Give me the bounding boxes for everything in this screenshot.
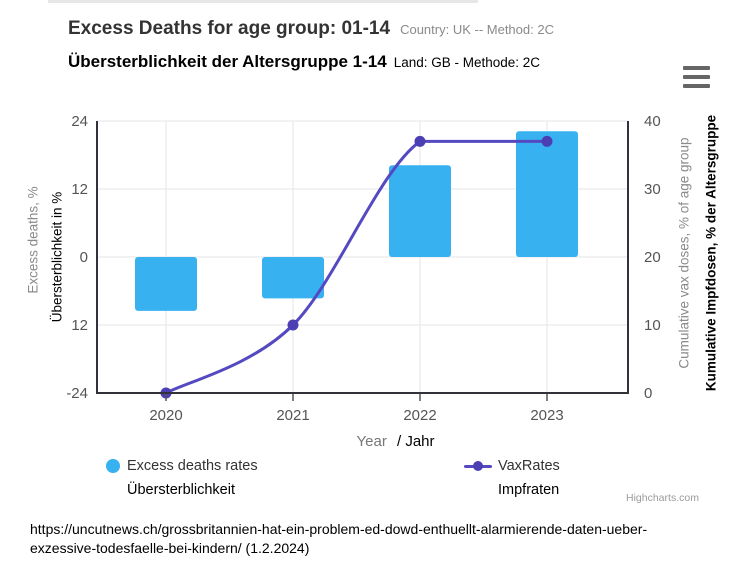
hamburger-icon[interactable] (683, 66, 710, 88)
excess-deaths-bar-2021[interactable] (262, 257, 324, 299)
chart-title: Excess Deaths for age group: 01-14 (68, 18, 391, 39)
top-crop-artifact (48, 0, 478, 3)
yaxis-right-tick-label: 0 (644, 385, 652, 402)
legend-label-vaxrates-de: Impfraten (498, 482, 560, 498)
source-url-line2: exzessive-todesfaelle-bei-kindern/ (1.2.… (30, 540, 310, 556)
chart-title-line: Excess Deaths for age group: 01-14 Countr… (68, 18, 554, 40)
legend-item-excess-deaths[interactable]: Excess deaths rates Übersterblichkeit (106, 457, 258, 498)
legend-label-excess: Excess deaths rates (127, 458, 258, 474)
yaxis-right-tick-label: 30 (644, 181, 661, 198)
xaxis-category-label: 2021 (276, 407, 309, 424)
excess-deaths-bar-2023[interactable] (516, 131, 578, 257)
yaxis-left-tick-label: 24 (71, 113, 88, 130)
legend-label-vaxrates: VaxRates (498, 458, 560, 474)
vaxrates-marker-2023[interactable] (541, 135, 553, 147)
vaxrates-line[interactable] (165, 139, 547, 395)
chart-subtitle-suffix: Land: GB - Methode: 2C (393, 55, 541, 70)
legend-item-vaxrates[interactable]: VaxRates Impfraten (464, 457, 560, 498)
yaxis-left-tick-label: 0 (80, 249, 88, 266)
yaxis-left-tick-label: -24 (66, 385, 88, 402)
excess-deaths-legend-marker-icon (106, 459, 120, 473)
source-url: https://uncutnews.ch/grossbritannien-hat… (30, 520, 730, 558)
source-url-line1: https://uncutnews.ch/grossbritannien-hat… (30, 521, 648, 537)
xaxis-category-label: 2020 (149, 407, 182, 424)
yaxis-left-tick-label: 12 (71, 317, 88, 334)
yaxis-left-tick-label: 12 (71, 181, 88, 198)
chart-plot-svg: 24 12 0 12 -24 40 30 20 10 0 2020 2021 2022 2023 (66, 113, 661, 424)
chart-subtitle-line: Übersterblichkeit der Altersgruppe 1-14 L… (68, 52, 540, 72)
excess-deaths-bar-2020[interactable] (135, 257, 197, 311)
highcharts-credit[interactable]: Highcharts.com (626, 492, 699, 504)
chart-subtitle: Übersterblichkeit der Altersgruppe 1-14 (68, 52, 387, 71)
xaxis-title-en: Year (356, 433, 387, 450)
vaxrates-legend-marker-icon (464, 459, 492, 473)
excess-deaths-bar-2022[interactable] (389, 165, 451, 257)
yaxis-right-tick-label: 20 (644, 249, 661, 266)
yaxis-right-tick-label: 40 (644, 113, 661, 130)
vaxrates-marker-2021[interactable] (287, 319, 299, 331)
xaxis-category-label: 2022 (403, 407, 436, 424)
xaxis-title-de: / Jahr (396, 433, 435, 450)
vaxrates-marker-2022[interactable] (414, 135, 426, 147)
axis-frame (96, 121, 629, 394)
yaxis-right-tick-label: 10 (644, 317, 661, 334)
xaxis-category-label: 2023 (530, 407, 563, 424)
xaxis-title: Year / Jahr (130, 433, 661, 450)
chart-title-suffix: Country: UK -- Method: 2C (400, 22, 554, 37)
legend-label-excess-de: Übersterblichkeit (127, 482, 235, 498)
